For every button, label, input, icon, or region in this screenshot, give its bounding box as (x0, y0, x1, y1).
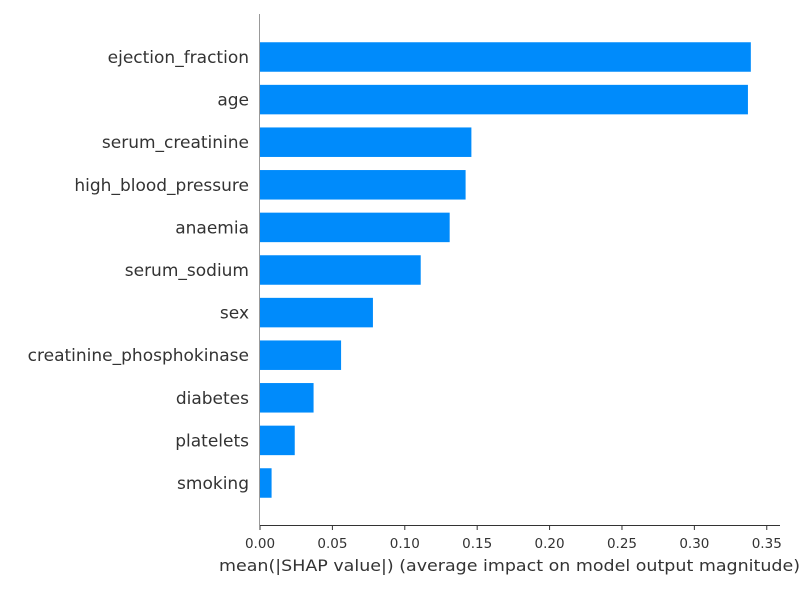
category-label: age (217, 91, 249, 111)
x-tick-label: 0.10 (390, 536, 420, 552)
bar-smoking (260, 468, 272, 498)
category-label: high_blood_pressure (74, 176, 249, 196)
category-label: diabetes (176, 389, 249, 409)
category-label: platelets (175, 431, 249, 451)
bar-serum-sodium (260, 255, 421, 285)
bar-age (260, 84, 748, 115)
x-tick-label: 0.35 (752, 536, 782, 552)
category-label: serum_creatinine (102, 133, 249, 153)
bar-serum-creatinine (260, 127, 472, 157)
bar-ejection-fraction (260, 42, 751, 72)
x-tick-label: 0.15 (462, 536, 492, 552)
x-tick-group: 0.00 0.05 0.10 0.15 0.20 0.25 0.30 0.35 (245, 525, 782, 552)
category-label: sex (220, 304, 249, 324)
category-label: ejection_fraction (108, 48, 249, 68)
category-label: smoking (177, 474, 249, 494)
x-tick-label: 0.00 (245, 536, 275, 552)
bar-high-blood-pressure (260, 170, 466, 200)
category-label: creatinine_phosphokinase (28, 346, 249, 366)
x-tick-label: 0.30 (679, 536, 709, 552)
x-axis-label: mean(|SHAP value|) (average impact on mo… (219, 556, 800, 575)
category-label: serum_sodium (125, 261, 249, 281)
bar-platelets (260, 425, 295, 456)
x-tick-label: 0.05 (317, 536, 347, 552)
category-label: anaemia (175, 218, 249, 238)
x-tick-label: 0.25 (607, 536, 637, 552)
bar-creatinine-phosphokinase (260, 340, 342, 370)
bar-diabetes (260, 383, 314, 413)
x-tick-label: 0.20 (535, 536, 565, 552)
bar-anaemia (260, 212, 450, 243)
bar-sex (260, 297, 373, 328)
bar-group (260, 42, 751, 498)
